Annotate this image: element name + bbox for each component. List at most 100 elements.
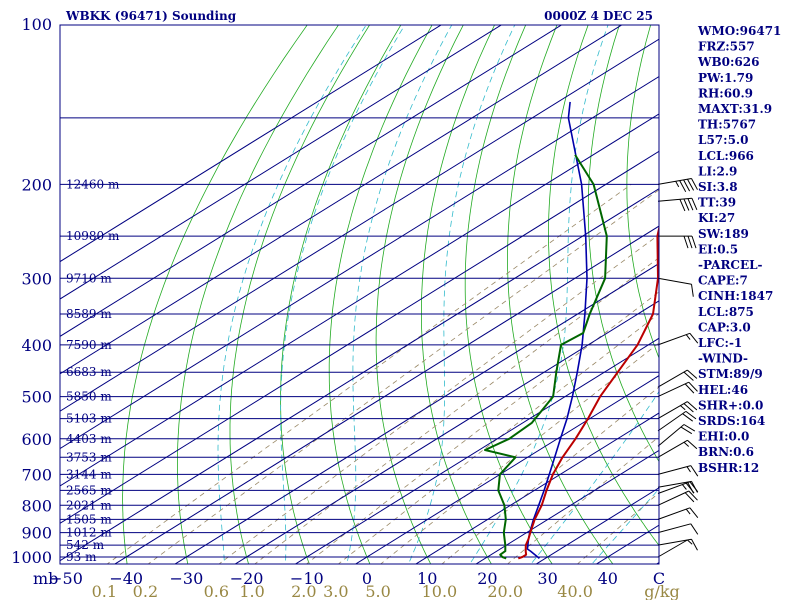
mixing-ratio-line bbox=[254, 257, 659, 564]
height-label: 542 m bbox=[66, 538, 105, 552]
wind-barb-staff bbox=[657, 410, 687, 432]
wind-barb-flag bbox=[684, 492, 695, 503]
sounding-time: 0000Z 4 DEC 25 bbox=[544, 9, 653, 23]
temperature-tick-label: −10 bbox=[290, 569, 324, 588]
height-label: 4403 m bbox=[66, 432, 112, 446]
wind-barb-half-flag bbox=[683, 441, 690, 447]
mixing-ratio-label: 1.0 bbox=[239, 582, 264, 600]
height-label: 9710 m bbox=[66, 271, 112, 285]
wind-barb-flag bbox=[691, 235, 697, 249]
wind-barb-staff bbox=[657, 538, 692, 546]
wind-barb-flag bbox=[683, 198, 690, 211]
wind-barb-flag bbox=[684, 383, 695, 394]
stability-index-line: CAPE:7 bbox=[698, 274, 748, 288]
pressure-tick-label: 900 bbox=[21, 524, 52, 543]
stability-index-line: SI:3.8 bbox=[698, 180, 738, 194]
wind-barb-flag bbox=[691, 538, 698, 551]
wind-barb-flag bbox=[687, 439, 698, 450]
wind-barb-half-flag bbox=[680, 405, 686, 411]
isotherm bbox=[294, 337, 659, 564]
pressure-unit-label: mb bbox=[33, 569, 58, 588]
temperature-tick-label: 30 bbox=[537, 569, 557, 588]
isotherm bbox=[234, 300, 659, 564]
wind-barb-flag bbox=[687, 198, 694, 211]
height-label: 3144 m bbox=[66, 467, 112, 481]
wind-barb-flag bbox=[687, 401, 698, 411]
wind-barb-flag bbox=[687, 235, 693, 249]
stability-index-line: LI:2.9 bbox=[698, 164, 737, 178]
diagram-background-lines bbox=[60, 25, 659, 564]
pressure-tick-label: 100 bbox=[21, 15, 52, 34]
mixing-ratio-line bbox=[441, 386, 659, 564]
wind-barb bbox=[657, 481, 699, 494]
wind-barb bbox=[657, 539, 693, 558]
wind-barb-flag bbox=[679, 180, 687, 193]
mixing-ratio-line bbox=[337, 313, 659, 564]
height-label: 8589 m bbox=[66, 307, 112, 321]
mixing-ratio-unit-label: g/kg bbox=[644, 582, 680, 600]
wind-barb-staff bbox=[657, 481, 691, 494]
pressure-tick-label: 300 bbox=[21, 269, 52, 288]
pressure-tick-label: 800 bbox=[21, 496, 52, 515]
height-label: 93 m bbox=[66, 550, 97, 564]
wind-barb-staff bbox=[657, 401, 688, 420]
height-label: 5103 m bbox=[66, 412, 112, 426]
wind-barb bbox=[657, 332, 699, 346]
wind-barb bbox=[657, 538, 698, 551]
temperature-tick-label: −50 bbox=[49, 569, 83, 588]
wind-barb bbox=[657, 381, 698, 398]
wind-barb-staff bbox=[657, 277, 692, 285]
stability-index-line: EHI:0.0 bbox=[698, 430, 749, 444]
stability-index-line: STM:89/9 bbox=[698, 367, 763, 381]
mixing-ratio-label: 10.0 bbox=[422, 582, 458, 600]
wind-barb-flag bbox=[689, 332, 699, 344]
mixing-ratio-label: 3.0 bbox=[323, 582, 348, 600]
wind-barb-half-flag bbox=[685, 334, 691, 340]
mixing-ratio-line bbox=[305, 291, 659, 564]
stability-index-line: EI:0.5 bbox=[698, 242, 738, 256]
wind-barb-half-flag bbox=[685, 508, 691, 515]
height-label: 1012 m bbox=[66, 526, 112, 540]
stability-index-line: HEL:46 bbox=[698, 383, 748, 397]
wind-barb-staff bbox=[657, 465, 691, 475]
wind-barb-staff bbox=[657, 439, 688, 458]
mixing-ratio-line bbox=[106, 184, 632, 564]
wind-barb-staff bbox=[657, 523, 691, 534]
height-label: 5850 m bbox=[66, 390, 112, 404]
stability-index-line: FRZ:557 bbox=[698, 40, 755, 54]
wind-barb bbox=[657, 369, 698, 388]
wind-barb-flag bbox=[682, 413, 693, 422]
wind-barb bbox=[657, 439, 698, 458]
height-label: 1505 m bbox=[66, 512, 112, 526]
stability-index-line: WMO:96471 bbox=[697, 24, 781, 38]
wind-barb bbox=[657, 465, 699, 477]
temperature-tick-label: 0 bbox=[362, 569, 372, 588]
wind-barb-flag bbox=[690, 465, 699, 477]
stability-index-line: TH:5767 bbox=[698, 118, 756, 132]
wind-barb bbox=[657, 523, 699, 535]
stability-index-line: BSHR:12 bbox=[698, 461, 759, 475]
stability-index-line: -PARCEL- bbox=[698, 258, 763, 272]
wind-barb-staff bbox=[657, 369, 688, 388]
wind-barb-staff bbox=[657, 197, 692, 202]
isotherm bbox=[354, 375, 659, 564]
stability-index-line: CINH:1847 bbox=[698, 289, 773, 303]
wind-barb-flag bbox=[690, 523, 699, 535]
wind-barb bbox=[657, 424, 696, 447]
mixing-ratio-line bbox=[147, 189, 659, 564]
wind-barb bbox=[657, 507, 699, 520]
pressure-tick-label: 400 bbox=[21, 336, 52, 355]
temperature-line bbox=[517, 224, 659, 560]
temperature-tick-label: 20 bbox=[477, 569, 497, 588]
wind-barb-flag bbox=[683, 403, 694, 413]
wind-barb bbox=[658, 235, 697, 249]
stability-index-line: SW:189 bbox=[698, 227, 749, 241]
stability-index-line: SRDS:164 bbox=[698, 414, 765, 428]
station-title: WBKK (96471) Sounding bbox=[65, 9, 237, 23]
wind-barb-flag bbox=[685, 410, 697, 420]
